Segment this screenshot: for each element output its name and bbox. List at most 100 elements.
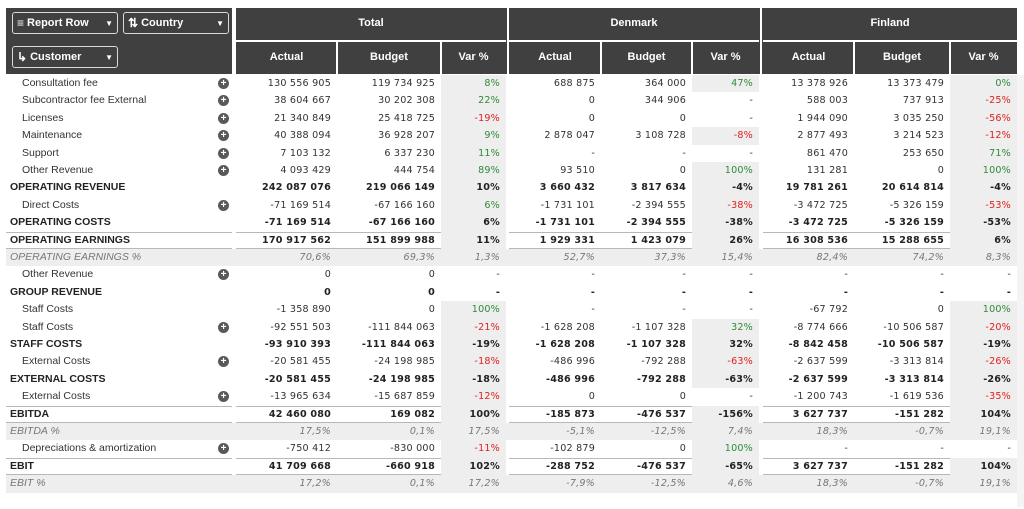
customer-dimension[interactable]: ↳ Customer ▼ <box>12 46 118 68</box>
group-header-0[interactable]: Total <box>358 17 384 29</box>
value-cell: -92 551 503 <box>270 321 331 333</box>
country-dimension[interactable]: ⇅ Country ▼ <box>123 12 229 34</box>
variance-cell: 71% <box>989 147 1011 159</box>
plus-circle-icon[interactable]: + <box>218 165 229 176</box>
measure-header[interactable]: Var % <box>968 51 999 63</box>
var-shade <box>441 231 506 249</box>
value-cell: -71 169 514 <box>270 199 331 211</box>
value-cell: -660 918 <box>386 460 435 472</box>
value-cell: 6 337 230 <box>384 147 435 159</box>
plus-circle-icon[interactable]: + <box>218 78 229 89</box>
variance-cell: 17,5% <box>468 426 500 437</box>
value-cell: -7,9% <box>566 478 595 490</box>
value-cell: 1 423 079 <box>630 234 686 246</box>
value-cell: 170 917 562 <box>262 234 331 246</box>
value-cell: - <box>590 286 595 298</box>
table-row: EXTERNAL COSTS -20 581 455 -24 198 985 -18%… <box>0 370 1024 389</box>
variance-cell: - <box>749 112 753 124</box>
measure-header[interactable]: Budget <box>627 51 666 63</box>
variance-cell: - <box>1006 286 1011 298</box>
variance-cell: -65% <box>725 460 753 472</box>
variance-cell: -4% <box>732 182 753 194</box>
value-cell: 25 418 725 <box>378 112 435 124</box>
value-cell: -2 637 599 <box>793 356 848 368</box>
value-cell: 3 035 250 <box>893 112 944 124</box>
plus-circle-icon[interactable]: + <box>218 130 229 142</box>
row-label: OPERATING REVENUE <box>10 181 126 194</box>
value-cell: -792 288 <box>637 373 686 385</box>
variance-cell: -19% <box>474 112 500 124</box>
var-shade <box>441 214 506 232</box>
variance-cell: 104% <box>980 408 1011 420</box>
row-label: Consultation fee <box>22 77 98 89</box>
scrollbar-track[interactable] <box>1017 75 1024 507</box>
value-cell: 0 <box>679 112 686 124</box>
value-cell: 37,3% <box>654 252 686 263</box>
var-shade <box>441 301 506 319</box>
row-label: External Costs <box>22 390 91 403</box>
table-row: GROUP REVENUE 0 0 - - - - - - - <box>0 284 1024 301</box>
table-row: Staff Costs + -92 551 503 -111 844 063 -21% -… <box>0 318 1024 336</box>
variance-cell: 22% <box>478 95 500 107</box>
value-cell: -288 752 <box>546 460 595 472</box>
variance-cell: 9% <box>484 130 500 142</box>
measure-header[interactable]: Actual <box>538 51 572 63</box>
plus-circle-icon[interactable]: + <box>218 391 229 403</box>
chevron-down-icon: ▼ <box>105 52 113 62</box>
plus-circle-icon[interactable]: + <box>218 269 229 281</box>
row-label: Licenses <box>22 111 64 124</box>
var-shade <box>441 162 506 180</box>
plus-circle-icon[interactable]: + <box>218 112 229 124</box>
report-row-dimension[interactable]: ≡ Report Row ▼ <box>12 12 118 34</box>
variance-cell: -35% <box>985 391 1011 403</box>
variance-cell: - <box>749 391 753 403</box>
plus-circle-icon[interactable]: + <box>218 443 229 455</box>
variance-cell: 8% <box>484 78 500 89</box>
row-shade <box>6 249 1017 267</box>
value-cell: - <box>844 443 848 455</box>
measure-header[interactable]: Actual <box>269 51 304 63</box>
table-row: Subcontractor fee External +38 604 667 30 … <box>0 92 1024 110</box>
group-header-2[interactable]: Finland <box>870 17 910 29</box>
variance-cell: - <box>1007 443 1011 455</box>
measure-divider <box>949 42 951 74</box>
header-divider <box>509 40 759 42</box>
value-cell: - <box>940 269 944 281</box>
row-label: Subcontractor fee External <box>22 94 147 107</box>
variance-cell: -18% <box>472 373 500 385</box>
variance-cell: 7,4% <box>727 426 753 437</box>
group-header-1[interactable]: Denmark <box>610 17 658 29</box>
customer-label: Customer <box>30 51 82 63</box>
value-cell: 0 <box>428 286 435 298</box>
var-shade <box>692 353 759 371</box>
total-rule <box>763 474 1017 476</box>
plus-circle-icon[interactable]: + <box>218 199 229 211</box>
measure-header[interactable]: Var % <box>458 51 489 63</box>
var-shade <box>950 388 1017 406</box>
variance-cell: - <box>496 269 500 281</box>
measure-header[interactable]: Var % <box>710 51 741 63</box>
value-cell: 69,3% <box>403 252 435 263</box>
plus-circle-icon[interactable]: + <box>218 147 229 159</box>
plus-circle-icon[interactable]: + <box>218 95 229 107</box>
variance-cell: -38% <box>725 217 753 229</box>
table-row: Maintenance +40 388 094 36 928 207 9% 2 878 … <box>0 127 1024 145</box>
variance-cell: 6% <box>484 199 500 211</box>
value-cell: 0 <box>428 304 435 316</box>
value-cell: 861 470 <box>806 147 848 159</box>
value-cell: -151 282 <box>895 408 944 420</box>
value-cell: -2 394 555 <box>626 217 686 229</box>
value-cell: 169 082 <box>390 408 435 420</box>
var-shade <box>950 144 1017 162</box>
plus-circle-icon[interactable]: + <box>218 321 229 333</box>
var-shade <box>441 457 506 476</box>
value-cell: -185 873 <box>546 408 595 420</box>
measure-header[interactable]: Actual <box>791 51 826 63</box>
variance-cell: - <box>749 304 753 316</box>
value-cell: 0 <box>937 165 944 176</box>
measure-header[interactable]: Budget <box>370 51 408 63</box>
measure-header[interactable]: Budget <box>883 51 921 63</box>
var-shade <box>950 75 1017 93</box>
plus-circle-icon[interactable]: + <box>218 356 229 368</box>
value-cell: -12,5% <box>650 426 686 437</box>
